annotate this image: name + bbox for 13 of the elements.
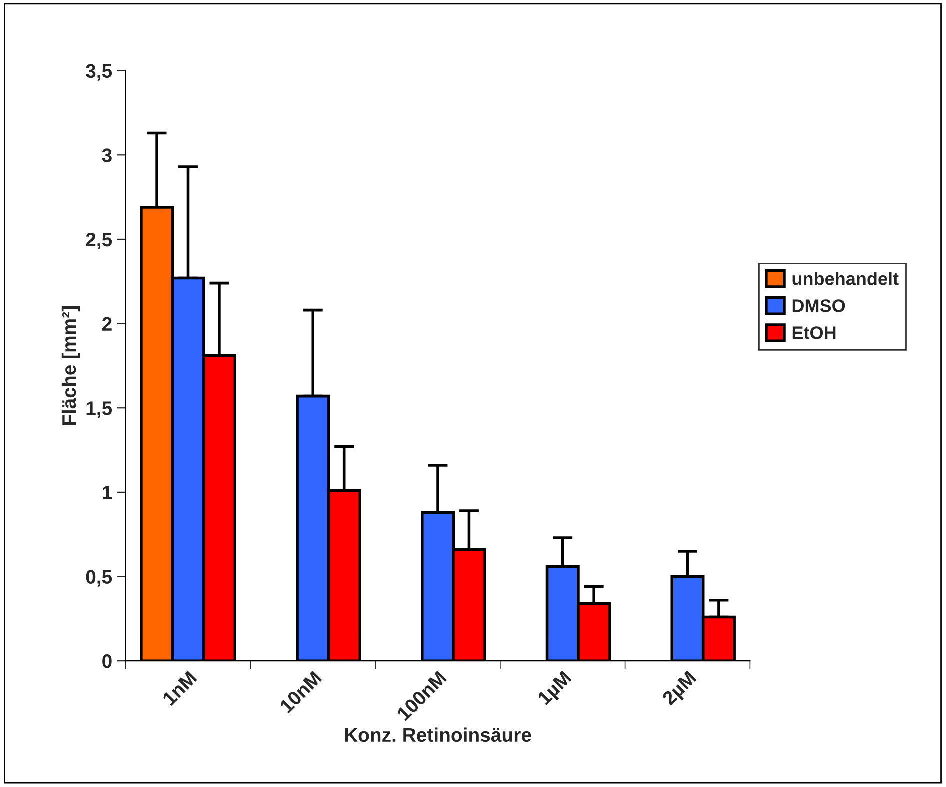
y-axis-title: Fläche [mm²] bbox=[62, 306, 80, 426]
x-axis-title: Konz. Retinoinsäure bbox=[345, 728, 532, 742]
legend-label: EtOH bbox=[792, 326, 836, 340]
legend-label: unbehandelt bbox=[792, 272, 899, 286]
y-tick-label: 1 bbox=[103, 486, 112, 500]
y-tick-label: 2 bbox=[102, 317, 112, 331]
y-tick-label: 1,5 bbox=[86, 402, 112, 418]
y-tick-label: 0,5 bbox=[86, 570, 112, 587]
y-tick-label: 2,5 bbox=[86, 232, 112, 250]
y-tick-label: 3,5 bbox=[86, 64, 112, 81]
y-tick-label: 0 bbox=[102, 654, 112, 668]
y-tick-label: 3 bbox=[102, 148, 112, 162]
legend-label: DMSO bbox=[792, 300, 846, 312]
